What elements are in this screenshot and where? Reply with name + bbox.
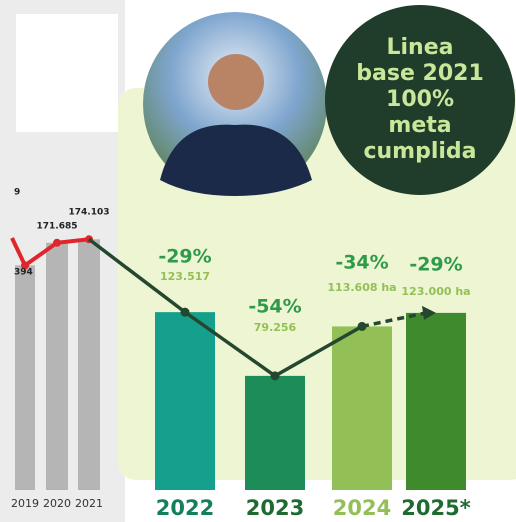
value-label: 123.517 — [160, 270, 210, 283]
white-box — [16, 14, 118, 132]
value-label: 113.608 ha — [327, 281, 396, 294]
value-label: 171.685 — [37, 222, 78, 232]
value-label: 174.103 — [69, 208, 110, 218]
x-tick-label: 2021 — [75, 497, 103, 510]
trend-point — [271, 371, 280, 380]
trend-point — [181, 308, 190, 317]
change-label: -54% — [248, 296, 301, 318]
change-label: -29% — [158, 246, 211, 268]
bar — [406, 313, 466, 490]
x-tick-label: 2024 — [333, 496, 391, 520]
bar — [155, 312, 215, 490]
callout-text: cumplida — [363, 139, 476, 164]
change-label: -29% — [409, 254, 462, 276]
bar — [78, 239, 100, 490]
bar — [332, 326, 392, 490]
callout-text: base 2021 — [356, 61, 484, 86]
change-label: -34% — [335, 252, 388, 274]
bar — [46, 243, 68, 490]
value-label: 123.000 ha — [401, 285, 470, 298]
callout-text: 100% — [386, 87, 454, 112]
photo-face — [208, 54, 264, 110]
value-label: 79.256 — [254, 321, 297, 334]
history-point — [53, 239, 61, 247]
x-tick-label: 2019 — [11, 497, 39, 510]
x-tick-label: 2025* — [401, 496, 470, 520]
chart: 2019 2020 171.685 2021 174.103 2022 123.517 -29… — [0, 0, 516, 522]
x-tick-label: 2020 — [43, 497, 71, 510]
trend-point — [358, 322, 367, 331]
bar — [245, 376, 305, 490]
x-tick-label: 2022 — [156, 496, 214, 520]
bar — [15, 265, 35, 490]
cropped-label: 394 — [14, 268, 33, 278]
callout-text: Linea — [387, 35, 454, 60]
callout-text: meta — [388, 113, 451, 138]
x-tick-label: 2023 — [246, 496, 304, 520]
cropped-label: 9 — [14, 188, 20, 198]
